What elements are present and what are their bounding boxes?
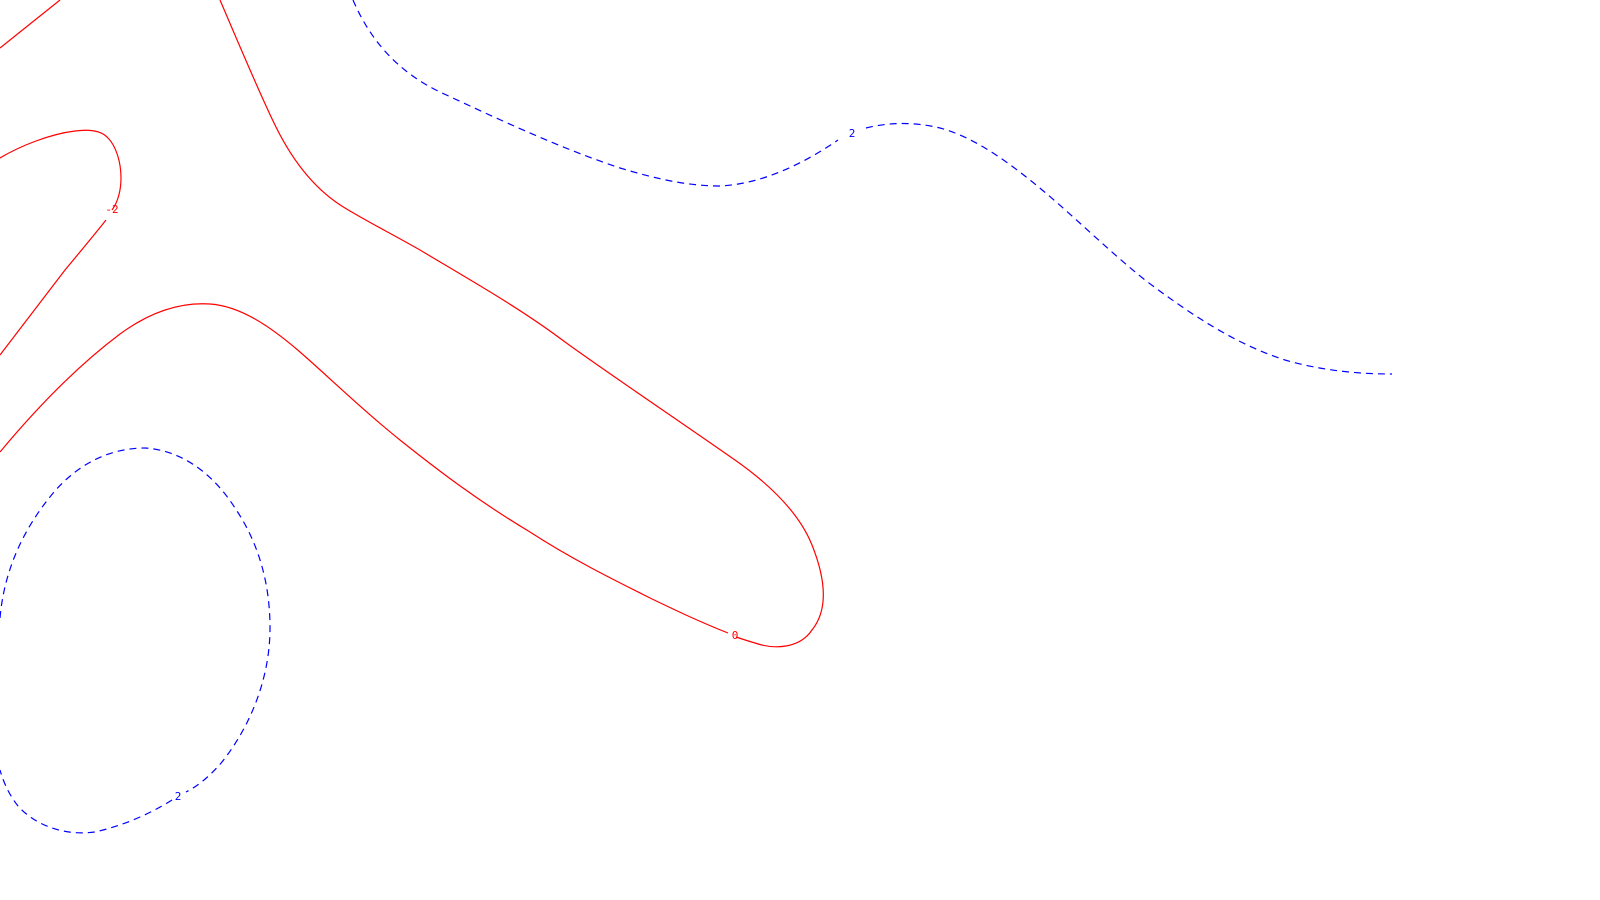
contour-line-neg2-corner	[0, 0, 61, 49]
contour-line-zero-lower	[0, 303, 729, 634]
contour-line-neg2	[0, 129, 122, 211]
contour-label-neg2: -2	[105, 203, 118, 216]
contour-line-2-loop-lower	[0, 769, 173, 834]
contour-line-zero	[219, 0, 824, 648]
contour-label-2-loop: 2	[175, 790, 182, 803]
contour-line-2-top	[352, 0, 839, 187]
contour-line-2-top-right	[865, 122, 1393, 375]
contour-line-neg2-lower	[0, 219, 107, 356]
contour-label-zero: 0	[732, 629, 739, 642]
contour-label-2-top: 2	[849, 127, 856, 140]
contour-line-2-loop	[0, 447, 271, 793]
